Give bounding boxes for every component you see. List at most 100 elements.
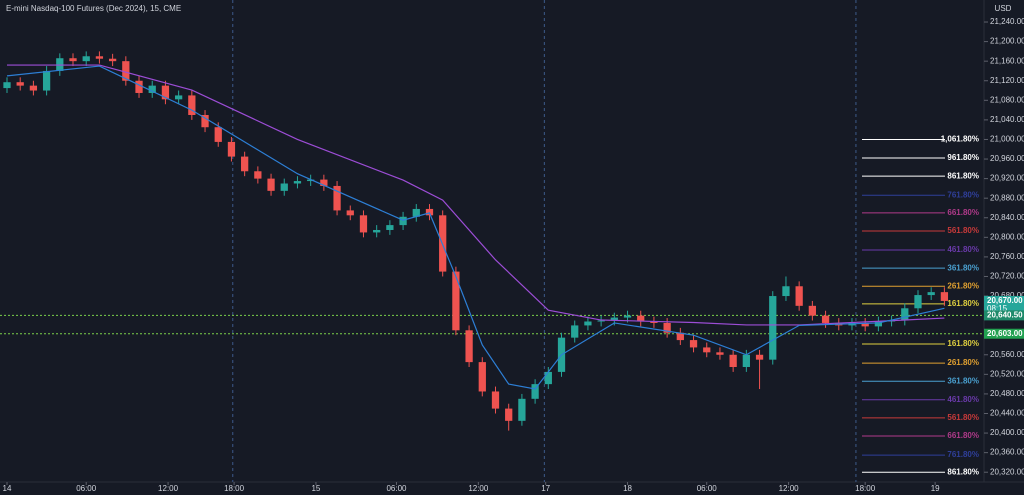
candle-body (465, 330, 473, 363)
candle-body (452, 271, 460, 331)
y-tick-label: 20,440.00 (990, 409, 1024, 418)
candle-body (201, 114, 209, 128)
fib-label: 861.80% (947, 467, 979, 476)
fib-label: 961.80% (947, 153, 979, 162)
price-badge-label: 20,670.00 (987, 296, 1023, 305)
candle-body (716, 352, 724, 355)
candle-body (637, 315, 645, 322)
fib-label: 261.80% (947, 281, 979, 290)
y-tick-label: 20,720.00 (990, 272, 1024, 281)
candle-body (650, 321, 658, 323)
y-tick-label: 20,360.00 (990, 448, 1024, 457)
price-badge-label: 20,603.00 (987, 329, 1023, 338)
candle-body (478, 362, 486, 392)
y-tick-label: 20,320.00 (990, 467, 1024, 476)
price-badge (984, 295, 1024, 314)
price-badge (984, 328, 1024, 339)
candle-body (148, 85, 156, 93)
candle-body (729, 354, 737, 368)
candle-body (3, 82, 11, 89)
x-tick-label: 14 (3, 484, 12, 493)
candle-body (597, 320, 605, 322)
y-tick-label: 21,120.00 (990, 76, 1024, 85)
candle-body (821, 315, 830, 323)
y-tick-label: 21,040.00 (990, 115, 1024, 124)
x-tick-label: 19 (931, 484, 940, 493)
y-tick-label: 20,400.00 (990, 428, 1024, 437)
y-tick-label: 20,840.00 (990, 213, 1024, 222)
y-tick-label: 21,200.00 (990, 37, 1024, 46)
candle-body (122, 61, 130, 81)
x-tick-label: 18:00 (224, 484, 245, 493)
candle-body (42, 70, 51, 91)
candle-body (544, 371, 552, 385)
candle-body (161, 85, 170, 100)
candle-body (16, 82, 24, 86)
candle-body (373, 229, 381, 233)
x-tick-label: 17 (541, 484, 550, 493)
chart-title: E-mini Nasdaq-100 Futures (Dec 2024), 15… (6, 4, 181, 13)
fib-label: 461.80% (947, 245, 979, 254)
y-tick-label: 20,880.00 (990, 193, 1024, 202)
candle-body (280, 183, 288, 191)
fib-label: 661.80% (947, 208, 979, 217)
price-badge-sub: 08:15 (987, 304, 1008, 313)
candle-body (359, 215, 368, 233)
candle-body (175, 95, 183, 100)
candle-body (267, 178, 275, 191)
price-badge-label: 20,640.50 (987, 310, 1023, 319)
candle-body (412, 208, 420, 217)
y-tick-label: 20,560.00 (990, 350, 1024, 359)
y-tick-label: 21,000.00 (990, 135, 1024, 144)
candle-body (571, 325, 579, 338)
candle-body (69, 58, 77, 62)
y-tick-label: 21,160.00 (990, 56, 1024, 65)
candle-body (491, 391, 500, 409)
candle-body (399, 216, 407, 226)
y-tick-label: 21,080.00 (990, 95, 1024, 104)
x-tick-label: 12:00 (468, 484, 489, 493)
candle-body (742, 354, 750, 368)
candle-body (782, 286, 790, 297)
candle-body (901, 308, 909, 321)
y-tick-label: 20,960.00 (990, 154, 1024, 163)
candle-body (518, 398, 526, 421)
candle-body (293, 181, 302, 184)
candle-body (940, 292, 949, 301)
candle-body (188, 95, 196, 115)
candle-body (703, 347, 711, 353)
x-tick-label: 18 (623, 484, 632, 493)
fib-label: 361.80% (947, 263, 979, 272)
candle-body (505, 408, 513, 421)
candle-body (795, 286, 803, 306)
candle-body (346, 210, 354, 216)
candle-body (214, 127, 222, 142)
y-tick-label: 20,680.00 (990, 291, 1024, 300)
fib-label: 761.80% (947, 450, 979, 459)
candle-body (914, 295, 922, 309)
x-tick-label: 06:00 (76, 484, 97, 493)
candle-body (241, 156, 249, 172)
candle-body (769, 296, 777, 360)
fib-label: 561.80% (947, 226, 979, 235)
fib-label: 661.80% (947, 431, 979, 440)
x-tick-label: 06:00 (386, 484, 407, 493)
y-tick-label: 20,920.00 (990, 174, 1024, 183)
candle-body (307, 179, 315, 182)
currency: USD (995, 4, 1012, 13)
candle-body (808, 305, 816, 316)
x-tick-label: 06:00 (697, 484, 718, 493)
candle-body (927, 292, 935, 296)
candle-body (82, 56, 90, 62)
candle-body (254, 171, 262, 179)
candle-body (874, 321, 883, 327)
candle-body (531, 384, 539, 399)
candle-body (333, 185, 341, 211)
candle-body (386, 225, 394, 230)
candle-body (663, 322, 671, 333)
candle-body (676, 332, 684, 341)
fib-label: 461.80% (947, 395, 979, 404)
candle-body (108, 58, 117, 62)
